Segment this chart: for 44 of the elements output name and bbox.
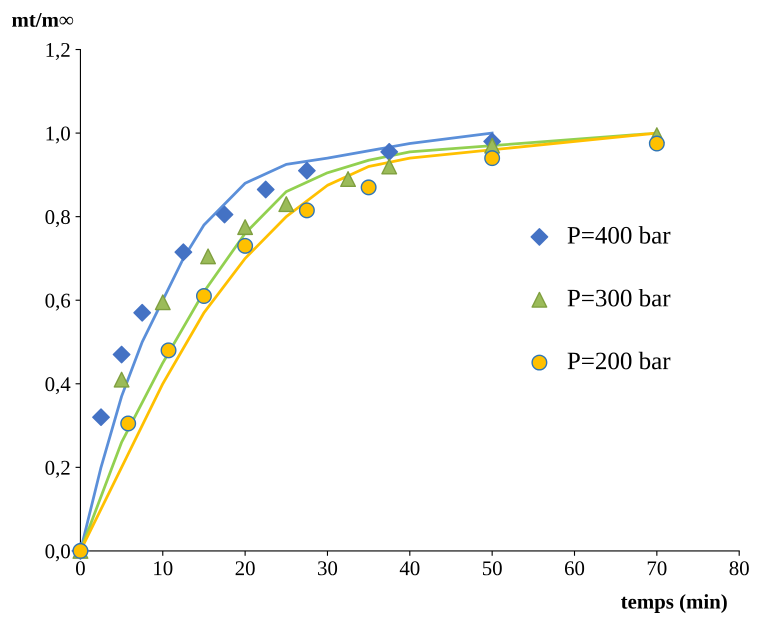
legend-label: P=300 bar bbox=[568, 288, 670, 307]
point bbox=[120, 415, 136, 432]
point bbox=[196, 288, 212, 304]
x-tick-label: 60 bbox=[564, 561, 584, 576]
x-tick-label: 0 bbox=[76, 561, 85, 576]
x-tick-label: 30 bbox=[318, 561, 338, 576]
x-tick-label: 40 bbox=[400, 561, 420, 576]
y-tick-label: 1,0 bbox=[46, 126, 70, 144]
point bbox=[298, 202, 315, 218]
y-tick-label: 0,8 bbox=[45, 210, 70, 228]
point bbox=[484, 150, 500, 166]
point bbox=[200, 248, 216, 264]
y-tick-label: 0,4 bbox=[45, 377, 70, 394]
y-axis-title: mt/m∞ bbox=[12, 12, 74, 27]
point bbox=[92, 408, 110, 426]
point bbox=[278, 196, 294, 212]
y-tick-label: 0,6 bbox=[45, 294, 70, 311]
point bbox=[112, 346, 131, 364]
y-tick-label: 1,2 bbox=[46, 42, 70, 60]
point bbox=[340, 171, 356, 188]
point bbox=[160, 342, 177, 358]
x-axis-title: temps (min) bbox=[620, 594, 727, 613]
legend-label: P=200 bar bbox=[568, 352, 670, 370]
point bbox=[298, 162, 316, 180]
point bbox=[648, 136, 665, 152]
x-tick-label: 20 bbox=[236, 561, 255, 576]
x-tick-label: 10 bbox=[154, 561, 172, 576]
point bbox=[216, 206, 234, 224]
point bbox=[237, 238, 254, 254]
point bbox=[237, 219, 254, 236]
point bbox=[360, 179, 377, 196]
point bbox=[380, 142, 398, 161]
point bbox=[174, 243, 192, 262]
x-tick-label: 80 bbox=[730, 561, 749, 576]
x-tick-label: 70 bbox=[648, 561, 666, 576]
point bbox=[154, 294, 171, 310]
y-tick-label: 0,0 bbox=[45, 544, 70, 562]
legend-label: P=400 bar bbox=[568, 226, 670, 244]
x-tick-label: 50 bbox=[482, 561, 502, 576]
point bbox=[114, 372, 130, 388]
point bbox=[381, 158, 398, 174]
point bbox=[133, 304, 152, 322]
point bbox=[256, 180, 275, 198]
y-tick-label: 0,2 bbox=[45, 460, 70, 478]
